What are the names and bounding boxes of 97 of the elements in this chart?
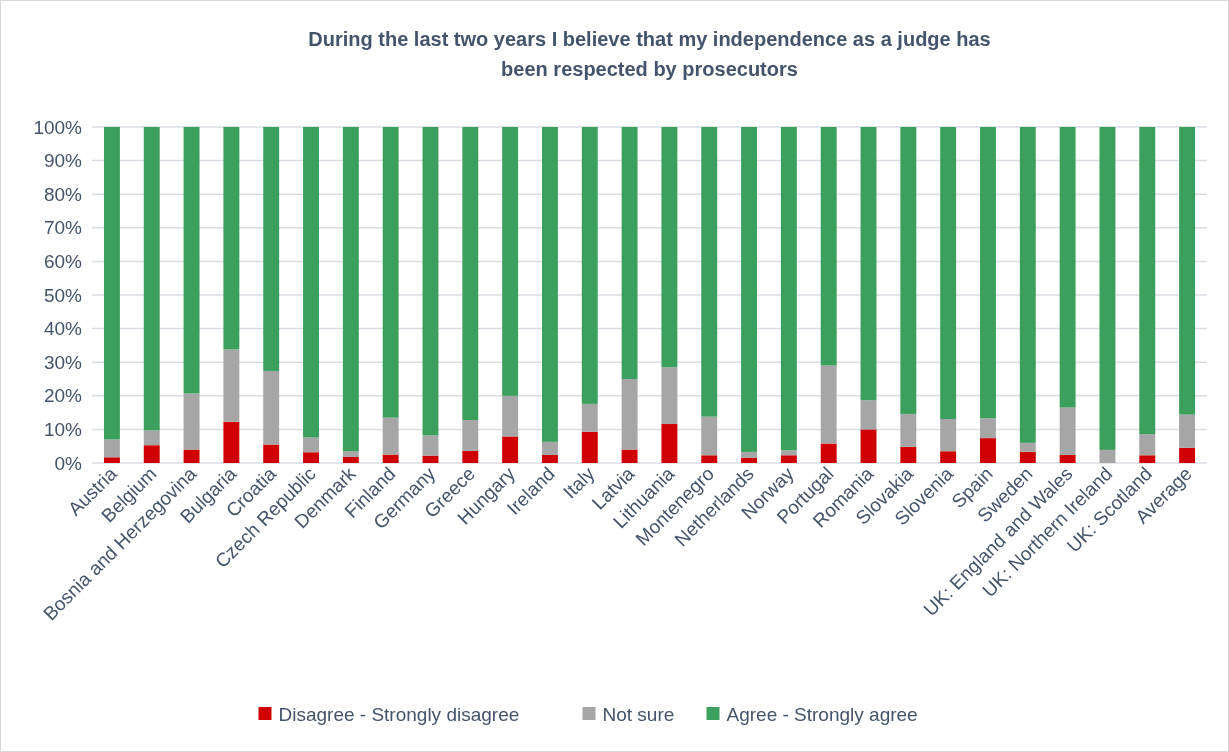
- bar: [342, 456, 359, 463]
- bar: [103, 439, 120, 458]
- bar: [621, 449, 638, 463]
- bar: [741, 127, 758, 452]
- bar: [1059, 454, 1076, 463]
- y-tick-label: 100%: [33, 116, 83, 138]
- bar: [1179, 127, 1196, 415]
- bar: [382, 417, 399, 455]
- bar: [820, 365, 837, 444]
- bar: [183, 449, 200, 463]
- bar: [980, 418, 996, 439]
- bar: [541, 441, 558, 455]
- y-tick-label: 10%: [43, 419, 83, 441]
- bar: [1179, 447, 1196, 463]
- y-tick-label: 30%: [43, 351, 83, 373]
- bar: [1019, 127, 1036, 443]
- bar: [103, 457, 120, 463]
- bar: [661, 424, 678, 463]
- bar: [701, 127, 718, 417]
- bar: [980, 438, 996, 463]
- bar: [900, 127, 917, 414]
- bar: [422, 127, 439, 436]
- y-tick-label: 20%: [43, 385, 83, 407]
- bar: [462, 419, 479, 451]
- bar: [581, 431, 598, 463]
- bar: [1059, 407, 1076, 455]
- bar: [183, 127, 200, 394]
- legend-label: Disagree - Strongly disagree: [278, 703, 520, 725]
- bar: [462, 450, 479, 463]
- bar: [143, 127, 160, 431]
- bar: [183, 393, 200, 450]
- bar: [541, 454, 558, 463]
- legend-label: Agree - Strongly agree: [726, 703, 918, 725]
- bar: [820, 127, 837, 366]
- bar: [1099, 449, 1116, 463]
- bar: [741, 457, 758, 463]
- bar: [263, 127, 280, 371]
- bar: [980, 127, 996, 419]
- bar: [541, 127, 558, 442]
- bar: [462, 127, 479, 420]
- bar: [1019, 442, 1036, 452]
- bar: [263, 370, 280, 445]
- bar: [382, 454, 399, 463]
- bar: [701, 416, 718, 456]
- y-tick-label: 50%: [43, 284, 83, 306]
- bar: [1139, 434, 1156, 456]
- bar: [143, 445, 160, 463]
- bar: [502, 436, 519, 463]
- bar: [900, 446, 917, 463]
- bar: [581, 403, 598, 432]
- bar: [422, 435, 439, 456]
- bar: [342, 127, 359, 452]
- bar: [940, 127, 957, 419]
- legend-label: Not sure: [602, 703, 675, 725]
- y-tick-label: 60%: [43, 251, 83, 273]
- y-tick-label: 90%: [43, 150, 83, 172]
- bar: [701, 455, 718, 463]
- bar: [303, 437, 319, 453]
- bar: [1139, 127, 1156, 435]
- bar: [860, 429, 877, 463]
- bar: [223, 421, 240, 463]
- bar: [860, 400, 877, 430]
- bar: [621, 379, 638, 450]
- chart-title: During the last two years I believe that my independence as a judge has been respected by prosecutors: [308, 28, 991, 80]
- bar: [820, 443, 837, 463]
- bar: [780, 455, 797, 463]
- y-tick-label: 70%: [43, 217, 83, 239]
- bar: [940, 451, 957, 463]
- y-tick-label: 80%: [43, 183, 83, 205]
- bar: [103, 127, 120, 440]
- bar: [621, 127, 638, 379]
- bar: [342, 451, 359, 457]
- bar: [661, 127, 678, 368]
- y-tick-label: 0%: [54, 452, 83, 474]
- bar: [581, 127, 598, 404]
- bar: [661, 367, 678, 425]
- bar: [1099, 127, 1116, 450]
- bar: [263, 444, 280, 463]
- bar: [1139, 455, 1156, 463]
- bar: [1019, 451, 1036, 463]
- bar: [1059, 127, 1076, 408]
- bar: [303, 127, 319, 438]
- bar: [502, 127, 519, 396]
- bar: [223, 127, 240, 350]
- y-tick-label: 40%: [43, 318, 83, 340]
- bar: [303, 452, 319, 463]
- bar: [780, 450, 797, 456]
- bar: [741, 451, 758, 458]
- bar: [860, 127, 877, 401]
- bar: [223, 349, 240, 422]
- bar: [1179, 414, 1196, 448]
- bar: [900, 413, 917, 447]
- bar: [502, 395, 519, 437]
- bar: [382, 127, 399, 418]
- bar: [940, 418, 957, 452]
- bar: [143, 430, 160, 446]
- bar: [780, 127, 797, 451]
